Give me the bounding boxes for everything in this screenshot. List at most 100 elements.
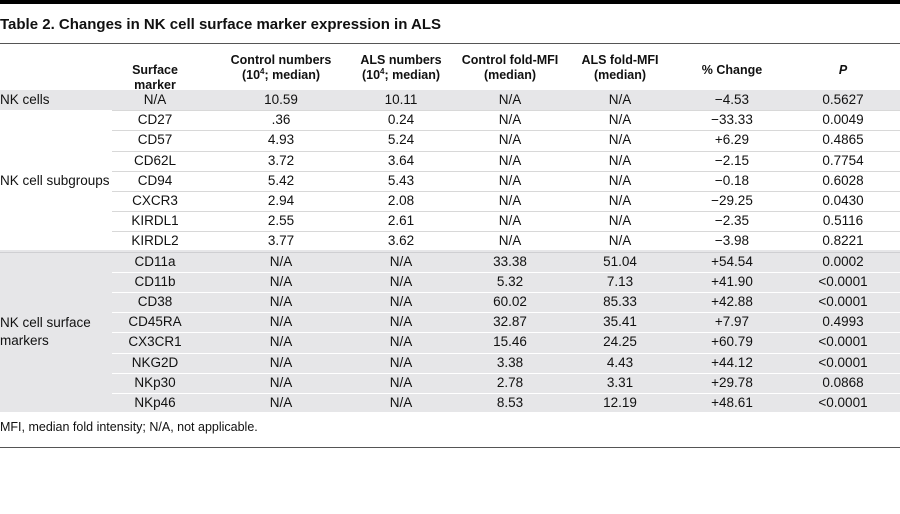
cell-marker: NKp46	[134, 395, 176, 410]
cell-als-numbers: 0.24	[387, 112, 415, 127]
cell-als-numbers: 5.24	[387, 132, 415, 147]
cell-als-mfi: 51.04	[603, 254, 637, 269]
cell-control-mfi: N/A	[498, 153, 522, 168]
cell-als-mfi: N/A	[608, 233, 632, 248]
cell-control-mfi: 32.87	[493, 314, 527, 329]
cell-control-numbers: 2.55	[267, 213, 295, 228]
cell-p: <0.0001	[818, 355, 868, 370]
cell-change: +42.88	[711, 294, 753, 309]
col-header-als-numbers-line2a: (10	[361, 68, 381, 82]
header-rule	[0, 43, 900, 44]
col-header-p: P	[838, 63, 848, 77]
footer-rule	[0, 447, 900, 448]
row-separator	[112, 312, 900, 313]
row-separator	[112, 353, 900, 354]
cell-marker: CXCR3	[132, 193, 178, 208]
cell-als-numbers: N/A	[389, 274, 413, 289]
cell-p: <0.0001	[818, 274, 868, 289]
cell-control-numbers: N/A	[269, 314, 293, 329]
cell-p: 0.8221	[822, 233, 864, 248]
cell-p: <0.0001	[818, 395, 868, 410]
cell-marker: CX3CR1	[128, 334, 182, 349]
cell-als-numbers: N/A	[389, 254, 413, 269]
cell-control-mfi: N/A	[498, 92, 522, 107]
cell-marker: CD45RA	[128, 314, 182, 329]
row-separator	[112, 373, 900, 374]
cell-marker: CD62L	[133, 153, 177, 168]
cell-control-numbers: 10.59	[264, 92, 298, 107]
cell-control-mfi: N/A	[498, 213, 522, 228]
cell-marker: CD11a	[134, 254, 176, 269]
col-header-control-numbers-line1: Control numbers	[230, 53, 332, 67]
cell-control-numbers: 5.42	[267, 173, 295, 188]
cell-change: +6.29	[714, 132, 750, 147]
cell-p: 0.0049	[822, 112, 864, 127]
cell-change: +7.97	[714, 314, 750, 329]
cell-als-mfi: N/A	[608, 193, 632, 208]
cell-als-numbers: N/A	[389, 294, 413, 309]
cell-control-numbers: 3.72	[267, 153, 295, 168]
cell-control-numbers: N/A	[269, 334, 293, 349]
cell-als-numbers: 3.62	[387, 233, 415, 248]
top-bar	[0, 0, 900, 4]
cell-control-numbers: N/A	[269, 395, 293, 410]
row-separator	[112, 110, 900, 111]
cell-control-numbers: 2.94	[267, 193, 295, 208]
cell-als-mfi: 4.43	[606, 355, 634, 370]
cell-marker: N/A	[143, 92, 167, 107]
cell-change: +54.54	[711, 254, 753, 269]
cell-p: <0.0001	[818, 294, 868, 309]
table-title: Table 2. Changes in NK cell surface mark…	[0, 16, 441, 33]
cell-change: −2.35	[714, 213, 750, 228]
cell-control-numbers: N/A	[269, 355, 293, 370]
cell-p: 0.4865	[822, 132, 864, 147]
col-header-control-mfi: Control fold-MFI (median)	[450, 53, 570, 83]
cell-als-mfi: 7.13	[606, 274, 634, 289]
col-header-control-numbers-line2a: (10	[241, 68, 261, 82]
row-separator	[112, 130, 900, 131]
cell-change: +60.79	[711, 334, 753, 349]
cell-control-mfi: 15.46	[493, 334, 527, 349]
cell-control-mfi: N/A	[498, 193, 522, 208]
nk-cells-band	[0, 90, 900, 110]
cell-p: 0.5116	[822, 213, 864, 228]
cell-change: +48.61	[711, 395, 753, 410]
cell-change: −2.15	[714, 153, 750, 168]
cell-p: 0.0868	[822, 375, 864, 390]
row-separator	[112, 171, 900, 172]
cell-als-mfi: N/A	[608, 173, 632, 188]
cell-marker: CD38	[137, 294, 173, 309]
cell-als-numbers: 10.11	[384, 92, 418, 107]
cell-als-mfi: 12.19	[603, 395, 637, 410]
cell-als-numbers: N/A	[389, 355, 413, 370]
cell-als-numbers: 2.61	[387, 213, 415, 228]
group-label-nk-surface-markers: NK cell surface markers	[0, 315, 91, 348]
row-separator	[112, 231, 900, 232]
group-label-nk-cells: NK cells	[0, 92, 50, 107]
cell-control-numbers: 3.77	[267, 233, 295, 248]
surface-markers-band	[0, 250, 900, 412]
cell-marker: KIRDL2	[131, 233, 179, 248]
group-label-nk-subgroups: NK cell subgroups	[0, 173, 110, 188]
col-header-control-numbers-sup: 4	[260, 66, 265, 76]
cell-control-mfi: 33.38	[493, 254, 527, 269]
row-separator	[112, 211, 900, 212]
cell-change: +41.90	[711, 274, 753, 289]
row-separator	[0, 252, 900, 253]
col-header-als-mfi-line1: ALS fold-MFI	[581, 53, 659, 67]
cell-marker: CD57	[137, 132, 173, 147]
cell-control-mfi: N/A	[498, 173, 522, 188]
row-separator	[112, 151, 900, 152]
cell-als-numbers: 5.43	[387, 173, 415, 188]
cell-control-numbers: N/A	[269, 294, 293, 309]
cell-p: 0.7754	[822, 153, 864, 168]
cell-als-mfi: 85.33	[603, 294, 637, 309]
row-separator	[112, 191, 900, 192]
cell-als-numbers: N/A	[389, 314, 413, 329]
row-separator	[112, 332, 900, 333]
cell-marker: NKp30	[134, 375, 176, 390]
cell-change: +44.12	[711, 355, 753, 370]
cell-als-numbers: N/A	[389, 334, 413, 349]
col-header-als-mfi-line2: (median)	[593, 68, 647, 82]
cell-p: 0.0002	[822, 254, 864, 269]
